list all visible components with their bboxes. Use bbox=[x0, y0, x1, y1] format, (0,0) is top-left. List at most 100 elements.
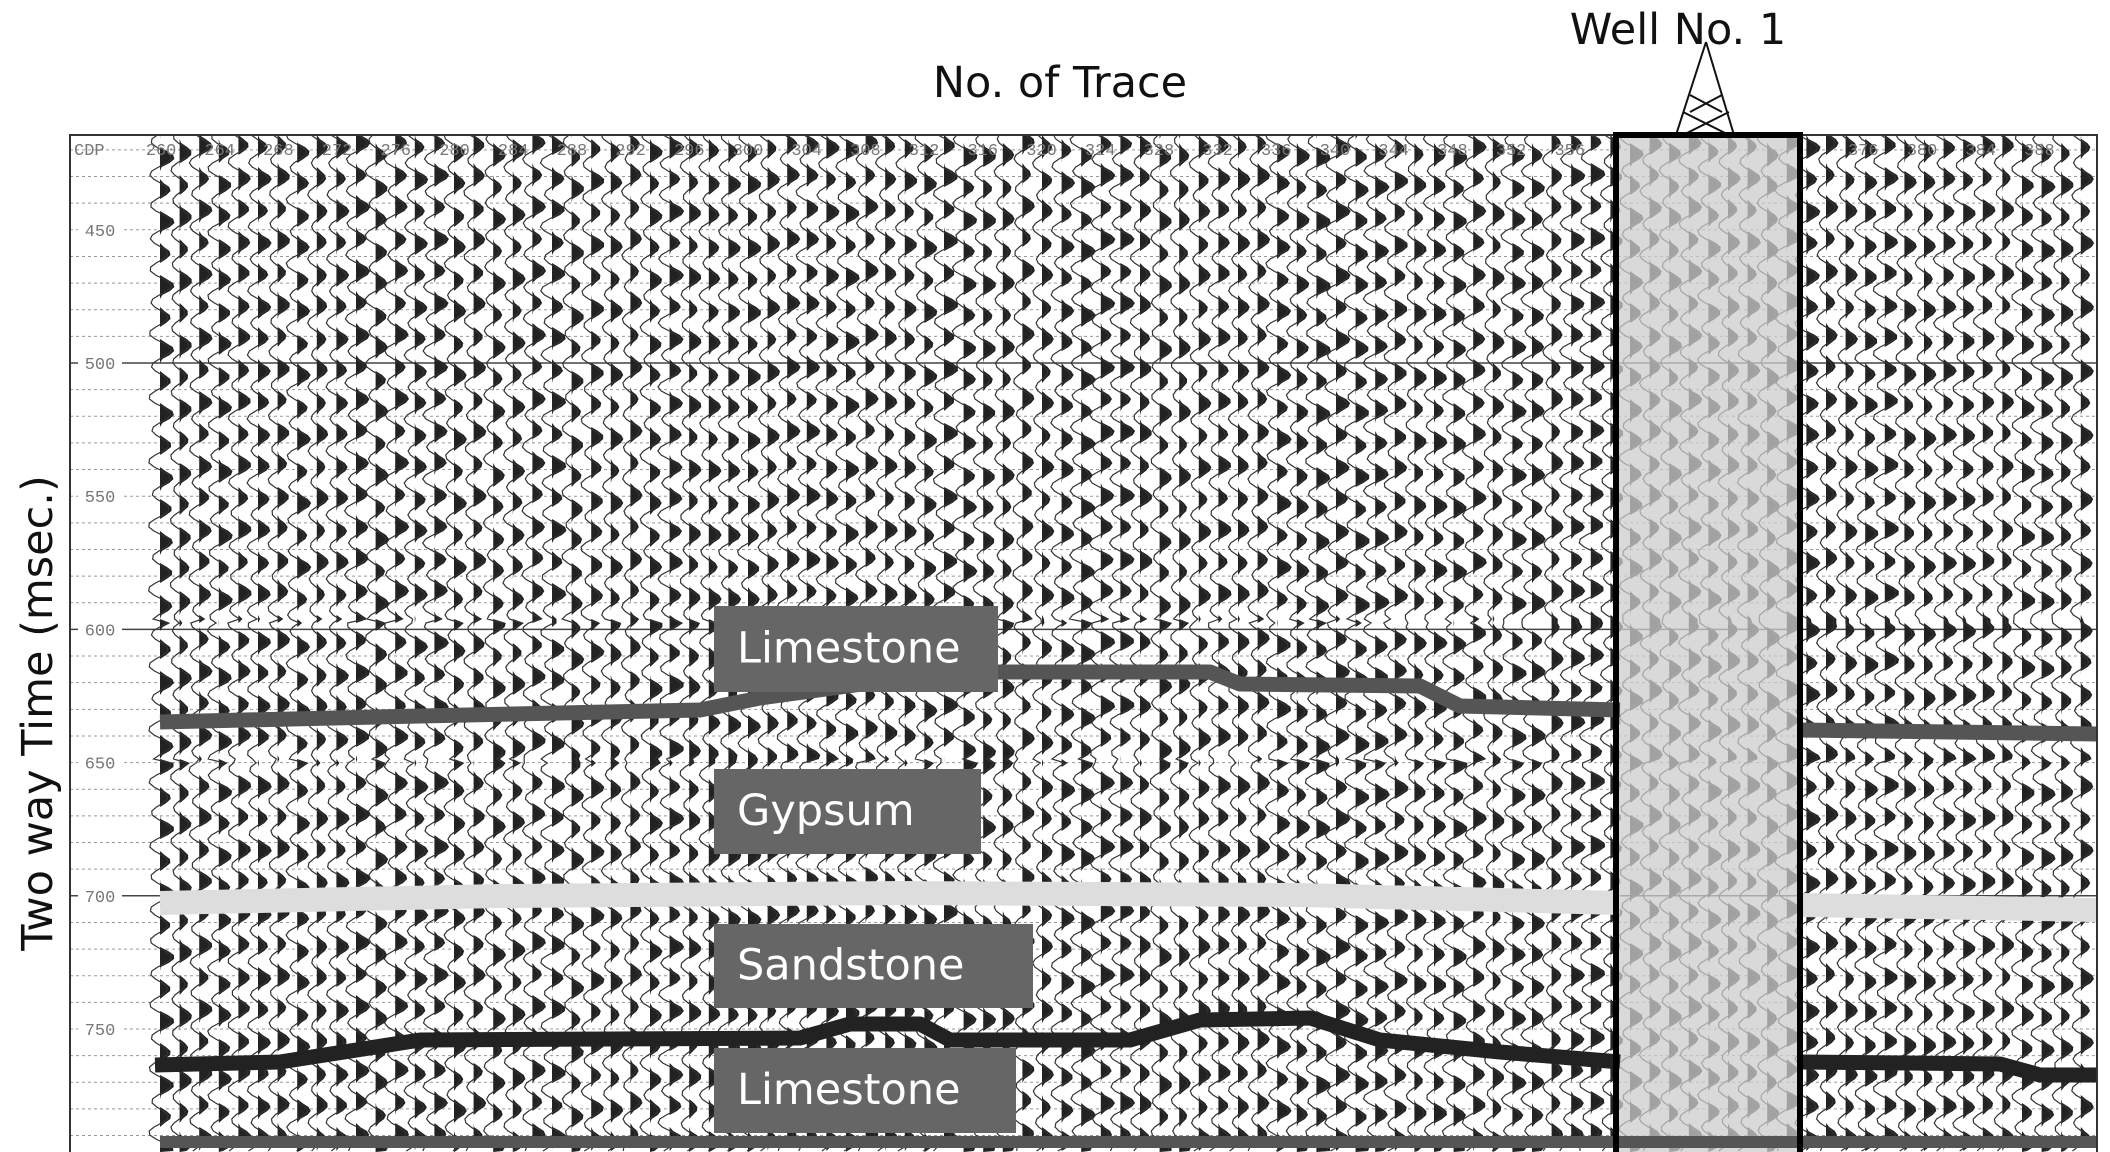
trace-fill bbox=[1884, 135, 1900, 1152]
trace-wiggle bbox=[1972, 135, 1994, 1152]
trace-wiggle bbox=[1362, 135, 1388, 1152]
horizon-sandstone-base bbox=[154, 1010, 1621, 1073]
cdp-label: CDP bbox=[74, 142, 105, 161]
trace-wiggle bbox=[403, 135, 427, 1152]
layer-box bbox=[714, 1048, 1016, 1133]
trace-wiggle bbox=[1578, 135, 1604, 1152]
trace-fill bbox=[1904, 135, 1917, 1152]
trace-wiggle bbox=[1558, 135, 1584, 1152]
trace-wiggle bbox=[188, 135, 211, 1152]
cdp-tick-label: 264 bbox=[204, 142, 235, 161]
horizon-top bbox=[1799, 722, 2097, 742]
cdp-tick-label: 352 bbox=[1496, 142, 1527, 161]
trace-fill bbox=[179, 135, 192, 1152]
trace-wiggle bbox=[1227, 135, 1249, 1152]
trace-wiggle bbox=[1247, 135, 1269, 1152]
trace-wiggle bbox=[285, 135, 310, 1152]
trace-fill bbox=[1257, 135, 1271, 1152]
trace-wiggle bbox=[443, 135, 465, 1152]
trace-wiggle bbox=[1835, 135, 1856, 1152]
layer-box bbox=[714, 606, 998, 692]
time-tick-label: 600 bbox=[85, 622, 116, 641]
cdp-tick-label: 296 bbox=[674, 142, 705, 161]
x-axis-title: No. of Trace bbox=[933, 58, 1187, 108]
trace-wiggle bbox=[227, 135, 250, 1152]
trace-fill bbox=[1865, 135, 1879, 1152]
trace-wiggle bbox=[539, 135, 565, 1152]
cdp-tick-label: 276 bbox=[380, 142, 411, 161]
trace-wiggle bbox=[1088, 135, 1114, 1152]
trace-fill bbox=[1590, 135, 1606, 1152]
trace-fill bbox=[1277, 135, 1292, 1152]
trace-wiggle bbox=[1441, 135, 1466, 1152]
trace-wiggle bbox=[1149, 135, 1171, 1152]
trace-fill bbox=[1238, 135, 1251, 1152]
trace-fill bbox=[1414, 135, 1427, 1152]
trace-wiggle bbox=[1404, 135, 1425, 1152]
cdp-tick-label: 308 bbox=[850, 142, 881, 161]
trace-wiggle bbox=[267, 135, 288, 1152]
layer-label: Limestone bbox=[737, 624, 961, 674]
trace-wiggle bbox=[1207, 135, 1230, 1152]
trace-wiggle bbox=[2051, 135, 2072, 1152]
cdp-tick-label: 292 bbox=[615, 142, 646, 161]
trace-wiggle bbox=[206, 135, 231, 1152]
trace-wiggle bbox=[1343, 135, 1368, 1152]
time-tick-label: 550 bbox=[85, 489, 116, 508]
time-label-bg bbox=[78, 751, 122, 774]
trace-fill bbox=[1982, 135, 1996, 1152]
cdp-tick-label: 348 bbox=[1437, 142, 1468, 161]
trace-wiggle bbox=[1932, 135, 1955, 1152]
layer-box bbox=[714, 924, 1033, 1008]
trace-wiggle bbox=[307, 135, 327, 1152]
trace-fill bbox=[1532, 135, 1546, 1152]
trace-wiggle bbox=[383, 135, 408, 1152]
cdp-tick-label: 340 bbox=[1320, 142, 1351, 161]
trace-wiggle bbox=[2029, 135, 2054, 1152]
cdp-tick-label: 388 bbox=[2024, 142, 2055, 161]
cdp-tick-label: 320 bbox=[1026, 142, 1057, 161]
trace-fill bbox=[258, 135, 272, 1152]
trace-wiggle bbox=[1894, 135, 1915, 1152]
trace-wiggle bbox=[1107, 135, 1133, 1152]
time-tick-label: 750 bbox=[85, 1022, 116, 1041]
cdp-tick-label: 280 bbox=[439, 142, 470, 161]
trace-wiggle bbox=[580, 135, 603, 1152]
cdp-tick-label: 300 bbox=[733, 142, 764, 161]
cdp-tick-label: 272 bbox=[322, 142, 353, 161]
trace-wiggle bbox=[1854, 135, 1877, 1152]
trace-wiggle bbox=[2011, 135, 2034, 1152]
time-label-bg bbox=[78, 618, 122, 641]
trace-fill bbox=[1140, 135, 1153, 1152]
trace-fill bbox=[414, 135, 429, 1152]
trace-wiggle bbox=[343, 135, 369, 1152]
trace-wiggle bbox=[1993, 135, 2012, 1152]
trace-fill bbox=[454, 135, 467, 1152]
cdp-tick-label: 332 bbox=[1202, 142, 1233, 161]
trace-wiggle bbox=[1031, 135, 1053, 1152]
trace-wiggle bbox=[325, 135, 348, 1152]
trace-wiggle bbox=[1382, 135, 1407, 1152]
horizon-gypsum-base bbox=[159, 881, 1621, 915]
well-derrick bbox=[1675, 41, 1735, 136]
cdp-tick-label: 284 bbox=[498, 142, 529, 161]
y-axis-title: Two way Time (msec.) bbox=[13, 475, 63, 951]
trace-wiggle bbox=[1050, 135, 1073, 1152]
time-tick-label: 500 bbox=[85, 356, 116, 375]
cdp-tick-label: 384 bbox=[1965, 142, 1996, 161]
trace-wiggle bbox=[1520, 135, 1544, 1152]
plot-frame bbox=[69, 134, 2098, 1152]
time-tick-label: 700 bbox=[85, 889, 116, 908]
time-label-bg bbox=[78, 884, 122, 907]
layer-label: Limestone bbox=[737, 1065, 961, 1115]
trace-wiggle bbox=[1264, 135, 1290, 1152]
well-label: Well No. 1 bbox=[1570, 5, 1786, 55]
trace-fill bbox=[865, 135, 879, 1152]
cdp-tick-label: 344 bbox=[1378, 142, 1409, 161]
trace-wiggle bbox=[1129, 135, 1150, 1152]
trace-wiggle bbox=[1483, 135, 1503, 1152]
trace-wiggle bbox=[421, 135, 447, 1152]
trace-wiggle bbox=[1323, 135, 1349, 1152]
trace-wiggle bbox=[1188, 135, 1210, 1152]
